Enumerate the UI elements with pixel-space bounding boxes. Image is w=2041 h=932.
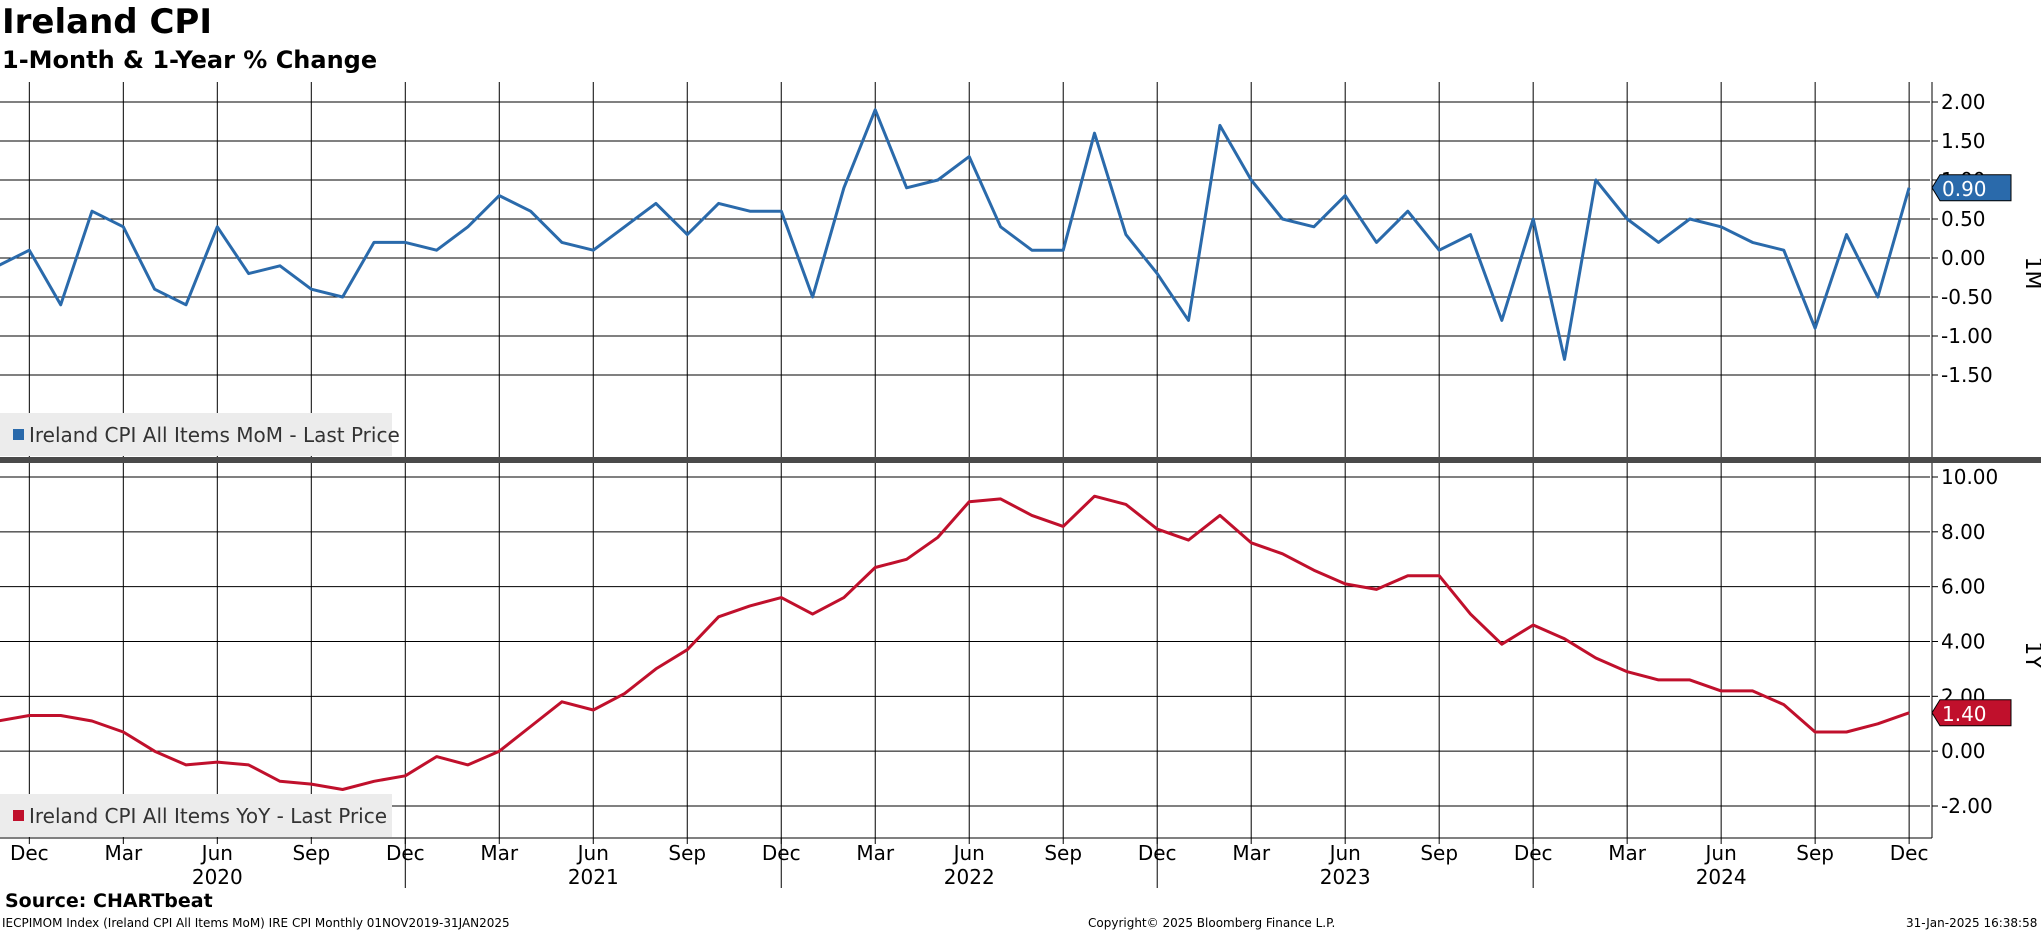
- x-year-label: 2023: [1320, 865, 1371, 889]
- y-tick-label: 8.00: [1941, 520, 1986, 544]
- x-month-label: Sep: [292, 841, 330, 865]
- x-month-label: Mar: [1232, 841, 1271, 865]
- x-month-label: Mar: [480, 841, 519, 865]
- x-year-label: 2020: [192, 865, 243, 889]
- x-month-label: Dec: [10, 841, 49, 865]
- x-month-label: Sep: [1420, 841, 1458, 865]
- x-month-label: Sep: [668, 841, 706, 865]
- x-month-label: Mar: [856, 841, 895, 865]
- x-month-label: Mar: [104, 841, 143, 865]
- y-tick-label: 6.00: [1941, 575, 1986, 599]
- last-value-label: 1.40: [1942, 702, 1987, 726]
- y-tick-label: 1.50: [1941, 129, 1986, 153]
- y-tick-label: 10.00: [1941, 465, 1998, 489]
- x-month-label: Sep: [1796, 841, 1834, 865]
- legend-box: [0, 794, 392, 837]
- x-month-label: Mar: [1608, 841, 1647, 865]
- x-year-label: 2021: [568, 865, 619, 889]
- last-value-badge: [1931, 174, 2012, 202]
- legend-label: Ireland CPI All Items MoM - Last Price: [29, 423, 400, 447]
- y-tick-label: -0.50: [1941, 285, 1993, 309]
- series-line-mom: [0, 108, 1911, 361]
- x-year-label: 2022: [944, 865, 995, 889]
- x-month-label: Jun: [1704, 841, 1737, 865]
- x-month-label: Jun: [1328, 841, 1361, 865]
- y-tick-label: 2.00: [1941, 90, 1986, 114]
- x-month-label: Dec: [1890, 841, 1929, 865]
- chart-subtitle: 1-Month & 1-Year % Change: [2, 46, 378, 74]
- panel-divider: [0, 457, 2041, 463]
- legend-swatch: [13, 429, 24, 440]
- x-month-label: Sep: [1044, 841, 1082, 865]
- y-tick-label: -2.00: [1941, 794, 1993, 818]
- y-tick-label: -1.00: [1941, 324, 1993, 348]
- series-line-yoy: [0, 494, 1910, 791]
- source-note: Source: CHARTbeat: [5, 890, 213, 912]
- y-tick-label: 4.00: [1941, 630, 1986, 654]
- x-month-label: Jun: [952, 841, 985, 865]
- panel-label: 1M: [2020, 257, 2041, 290]
- footer-ticker: IECPIMOM Index (Ireland CPI All Items Mo…: [2, 916, 510, 930]
- panel-label: 1Y: [2020, 641, 2041, 669]
- y-tick-label: 0.00: [1941, 246, 1986, 270]
- last-value-label: 0.90: [1942, 177, 1987, 201]
- y-tick-label: 0.50: [1941, 207, 1986, 231]
- y-tick-label: 0.00: [1941, 739, 1986, 763]
- x-month-label: Jun: [576, 841, 609, 865]
- last-value-badge: [1931, 699, 2012, 727]
- y-tick-label: -1.50: [1941, 363, 1993, 387]
- legend-swatch: [13, 810, 24, 821]
- footer-timestamp: 31-Jan-2025 16:38:58: [1906, 916, 2038, 930]
- x-month-label: Jun: [200, 841, 233, 865]
- legend-label: Ireland CPI All Items YoY - Last Price: [29, 804, 387, 828]
- legend-box: [0, 413, 392, 456]
- chart-title: Ireland CPI: [2, 2, 212, 42]
- x-year-label: 2024: [1696, 865, 1747, 889]
- footer-copyright: Copyright© 2025 Bloomberg Finance L.P.: [1088, 916, 1336, 930]
